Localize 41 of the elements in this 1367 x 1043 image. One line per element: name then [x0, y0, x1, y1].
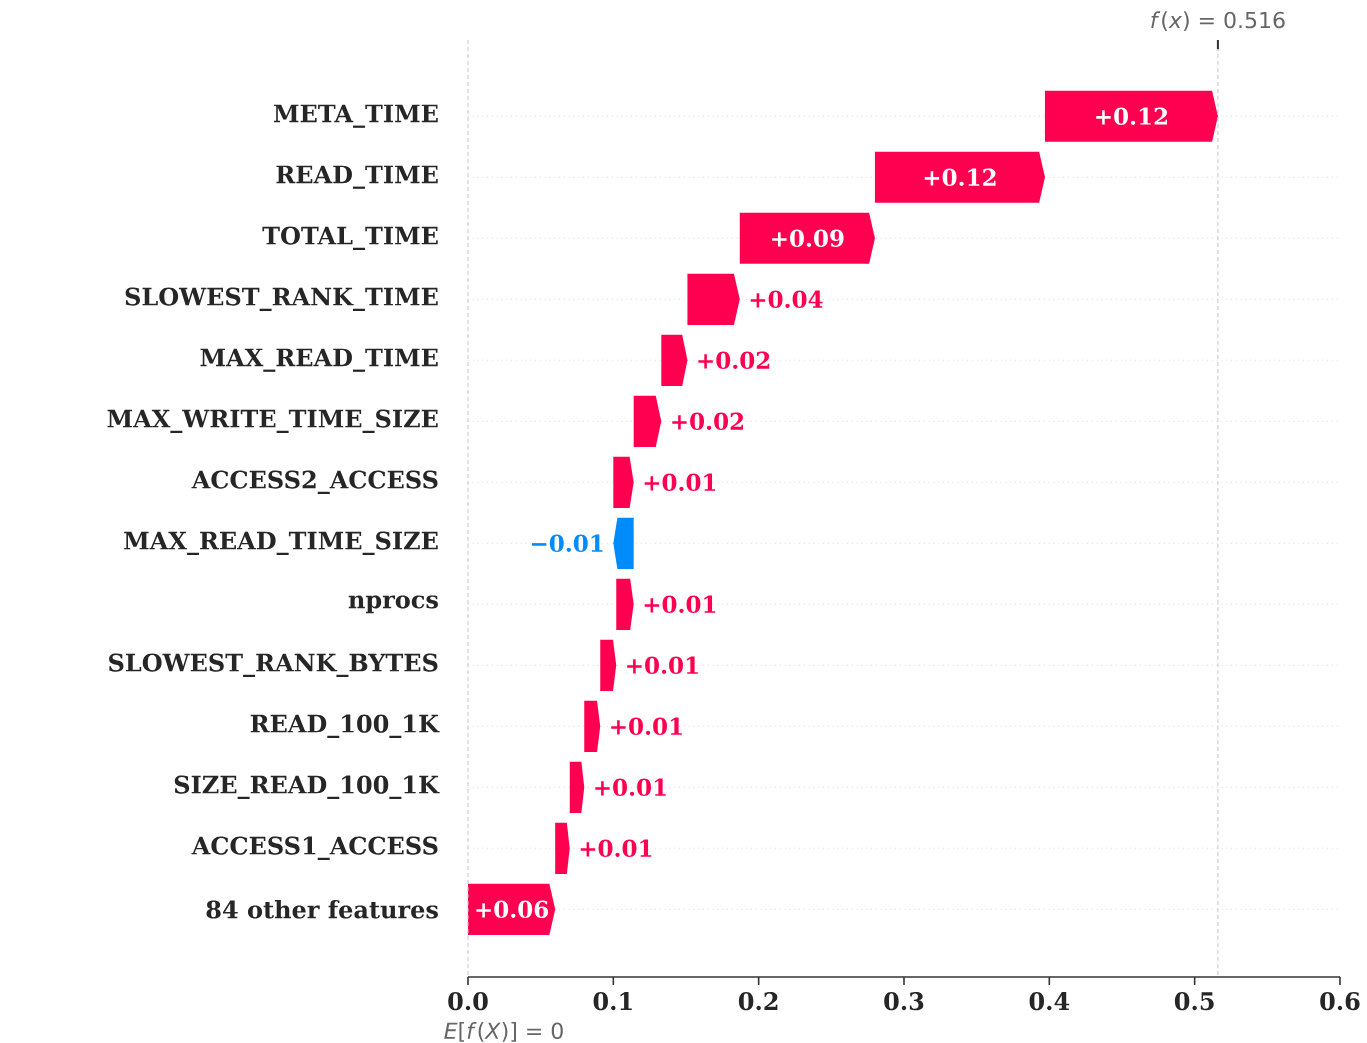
bar [874, 151, 1045, 203]
data-label: +0.12 [1096, 107, 1168, 125]
data-label: +0.06 [476, 900, 549, 918]
x-tick-label: 0.6 [1320, 992, 1360, 1011]
x-tick-label: 0.2 [738, 992, 778, 1011]
y-tick-label: READ_100_1K [250, 714, 440, 738]
x-tick-label: 0.0 [448, 992, 488, 1011]
x-tick-label: 0.1 [593, 992, 632, 1011]
y-tick-label: META_TIME [273, 104, 438, 128]
y-tick-label: ACCESS2_ACCESS [191, 470, 438, 494]
y-tick-label: SLOWEST_RANK_TIME [125, 287, 438, 311]
x-tick-label: 0.3 [884, 992, 924, 1011]
bar [739, 212, 875, 264]
bar [687, 273, 740, 325]
y-tick-label: MAX_READ_TIME [200, 348, 438, 372]
data-label: −0.01 [531, 534, 603, 552]
y-tick-label: SLOWEST_RANK_BYTES [109, 653, 438, 677]
y-tick-label: TOTAL_TIME [262, 226, 438, 250]
bar [1044, 90, 1218, 142]
y-tick-label: SIZE_READ_100_1K [174, 775, 440, 799]
data-label: +0.12 [924, 168, 996, 186]
x-tick-label: 0.5 [1174, 992, 1214, 1011]
data-label: +0.01 [595, 778, 666, 796]
y-tick-label: MAX_READ_TIME_SIZE [124, 531, 438, 555]
y-tick-label: MAX_WRITE_TIME_SIZE [107, 409, 438, 433]
y-tick-label: READ_TIME [276, 165, 438, 189]
y-tick-label: 84 other features [206, 900, 438, 919]
y-tick-label: ACCESS1_ACCESS [191, 836, 438, 860]
data-label: +0.01 [580, 839, 652, 857]
y-tick-label: nprocs [348, 595, 438, 614]
data-label: +0.01 [644, 473, 716, 491]
data-label: +0.01 [611, 717, 682, 735]
data-label: +0.09 [772, 229, 844, 247]
ref-line-label: E[f(X)] = 0 [444, 1022, 563, 1042]
data-label: +0.02 [672, 412, 744, 430]
data-label: +0.01 [644, 595, 716, 613]
data-label: +0.04 [750, 290, 823, 308]
x-tick-label: 0.4 [1029, 992, 1070, 1011]
data-label: +0.02 [698, 351, 770, 369]
data-label: +0.01 [627, 656, 698, 674]
ref-line-label: f(x) = 0.516 [1151, 11, 1285, 31]
